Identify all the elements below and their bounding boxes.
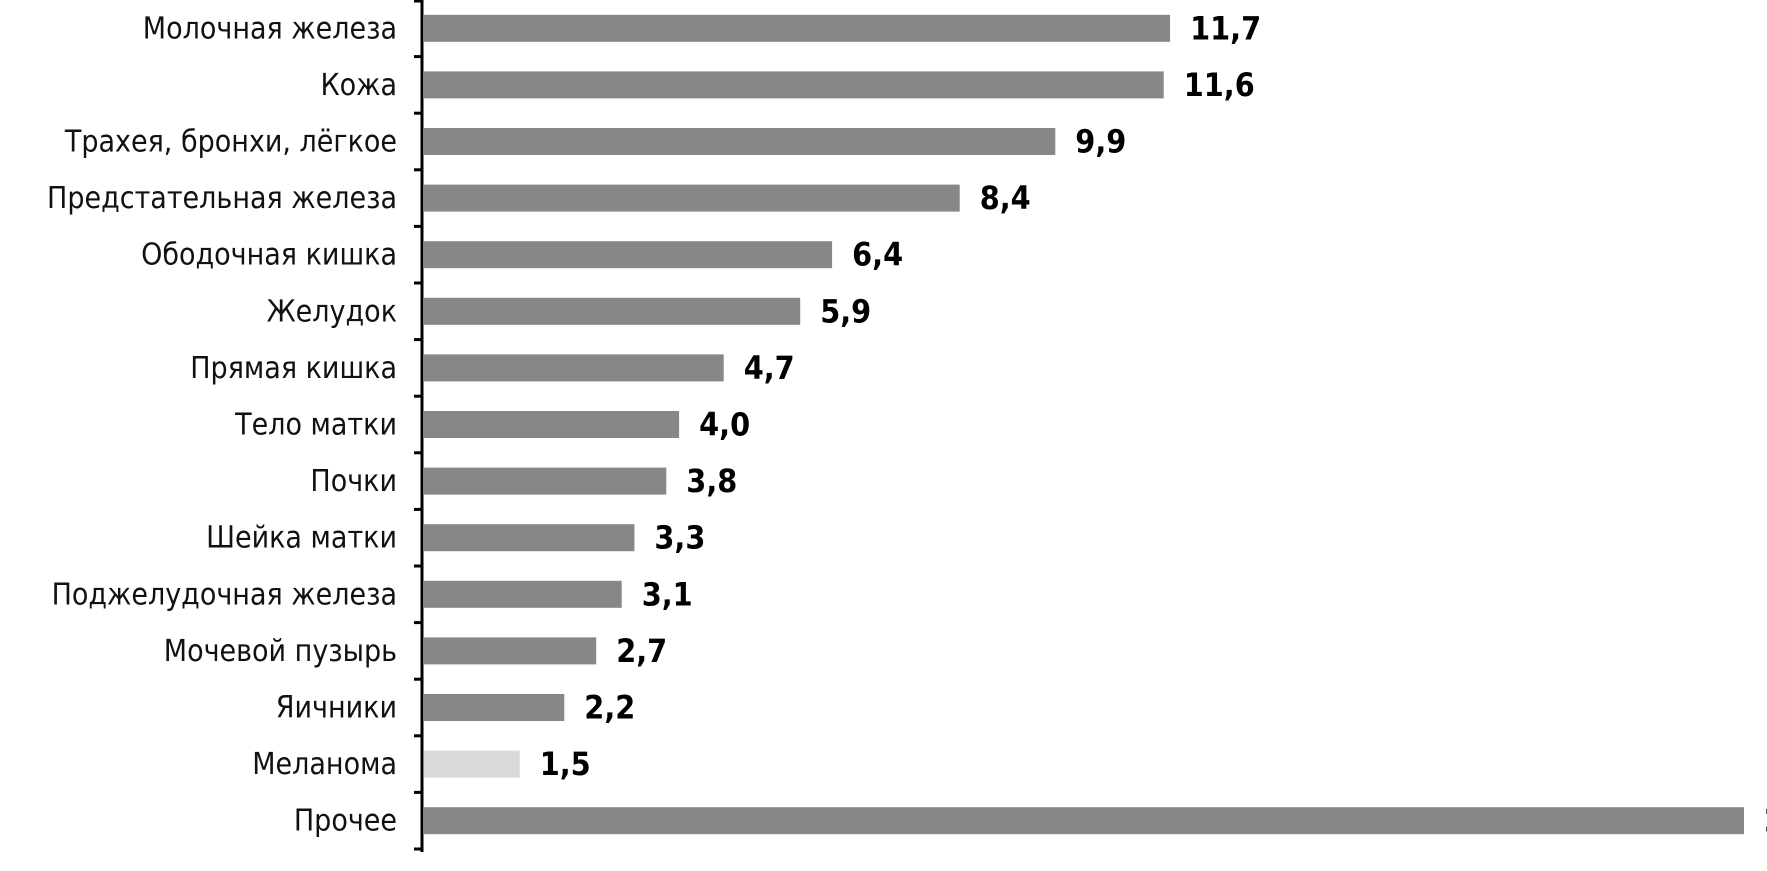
category-label: Трахея, бронхи, лёгкое	[64, 125, 397, 160]
category-label: Ободочная кишка	[141, 238, 397, 273]
category-label: Яичники	[276, 691, 397, 726]
bars-layer	[424, 14, 1744, 835]
category-label: Шейка матки	[206, 521, 397, 556]
bar	[424, 297, 801, 325]
bar	[424, 71, 1164, 99]
category-label: Меланома	[252, 747, 397, 782]
bar	[424, 14, 1171, 42]
bar	[424, 524, 635, 552]
bar	[424, 128, 1056, 155]
value-label: 4,0	[699, 406, 750, 444]
value-label: 9,9	[1075, 123, 1126, 161]
bar	[424, 184, 960, 212]
category-label: Мочевой пузырь	[164, 634, 397, 669]
category-label: Почки	[310, 464, 397, 499]
value-label: 3,8	[686, 462, 737, 500]
category-label: Предстательная железа	[47, 181, 397, 216]
value-label: 11,6	[1184, 66, 1255, 104]
value-label: 3,1	[642, 575, 693, 613]
value-label: 4,7	[744, 349, 795, 387]
y-axis	[414, 0, 424, 852]
bar	[424, 467, 667, 495]
value-label: 2,7	[616, 632, 667, 670]
category-label: Тело матки	[234, 408, 397, 443]
value-label: 1,5	[540, 745, 591, 783]
value-label: 20,7	[1764, 802, 1767, 840]
bar	[424, 807, 1744, 835]
category-label: Прочее	[294, 804, 397, 839]
bar	[424, 750, 520, 778]
bar	[424, 580, 622, 608]
category-label: Молочная железа	[143, 11, 397, 46]
value-labels: 11,7 11,6 9,9 8,4 6,4 5,9 4,7 4,0 3,8 3,3 3,1 2,7 2,…	[540, 9, 1767, 839]
value-label: 6,4	[852, 236, 903, 274]
bar	[424, 637, 597, 665]
value-label: 5,9	[820, 292, 871, 330]
category-label: Желудок	[267, 294, 397, 329]
category-label: Кожа	[320, 68, 397, 103]
bar	[424, 694, 565, 721]
value-label: 2,2	[584, 689, 635, 727]
category-label: Прямая кишка	[190, 351, 397, 386]
category-label: Поджелудочная железа	[52, 577, 397, 612]
category-labels: Молочная железа Кожа Трахея, бронхи, лёгко…	[47, 11, 397, 838]
value-label: 8,4	[980, 179, 1031, 217]
bar	[424, 354, 724, 382]
value-label: 11,7	[1190, 9, 1261, 47]
bar	[424, 411, 680, 438]
bar	[424, 241, 833, 269]
value-label: 3,3	[654, 519, 705, 557]
